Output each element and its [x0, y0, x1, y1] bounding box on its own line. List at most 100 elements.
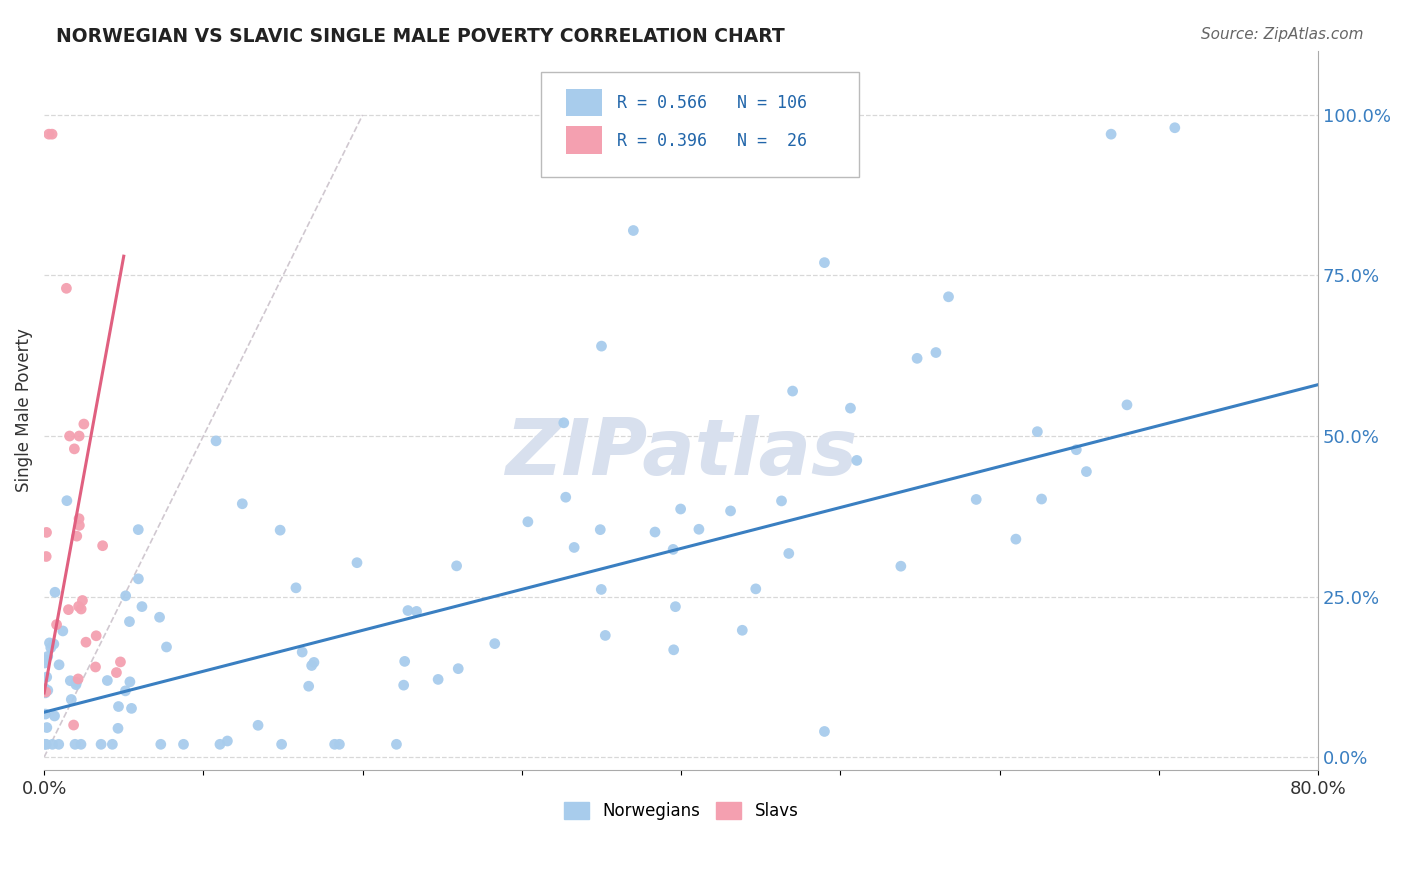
- Point: [269, 523, 291, 537]
- Point: [669, 502, 692, 516]
- Point: [38, 636, 60, 650]
- Point: [845, 453, 868, 467]
- Point: [595, 628, 617, 642]
- Point: [32, 681, 55, 695]
- Point: [63, 442, 86, 456]
- Point: [662, 542, 685, 557]
- Legend: Norwegians, Slavs: Norwegians, Slavs: [557, 795, 806, 826]
- Point: [298, 679, 321, 693]
- Point: [62, 718, 84, 732]
- Point: [37, 683, 59, 698]
- Point: [1164, 120, 1187, 135]
- Point: [405, 604, 427, 618]
- Text: R = 0.396   N =  26: R = 0.396 N = 26: [617, 132, 807, 150]
- FancyBboxPatch shape: [567, 89, 602, 116]
- Text: NORWEGIAN VS SLAVIC SINGLE MALE POVERTY CORRELATION CHART: NORWEGIAN VS SLAVIC SINGLE MALE POVERTY …: [56, 27, 785, 45]
- Point: [1031, 491, 1053, 506]
- Point: [35, 737, 58, 751]
- Point: [270, 737, 292, 751]
- Point: [114, 589, 136, 603]
- Point: [720, 504, 742, 518]
- Point: [96, 673, 118, 688]
- Point: [231, 497, 253, 511]
- Point: [107, 699, 129, 714]
- Point: [731, 624, 754, 638]
- Point: [392, 678, 415, 692]
- Point: [67, 518, 90, 533]
- Point: [890, 559, 912, 574]
- Point: [48, 737, 70, 751]
- Point: [149, 737, 172, 751]
- Text: Source: ZipAtlas.com: Source: ZipAtlas.com: [1201, 27, 1364, 42]
- Point: [285, 581, 308, 595]
- Point: [67, 429, 90, 443]
- Point: [48, 657, 70, 672]
- Point: [65, 675, 87, 690]
- Point: [813, 255, 835, 269]
- Point: [70, 737, 93, 751]
- Point: [554, 490, 576, 504]
- Point: [67, 599, 90, 614]
- Point: [121, 701, 143, 715]
- Point: [301, 658, 323, 673]
- Point: [385, 737, 408, 751]
- Point: [35, 721, 58, 735]
- Point: [35, 685, 58, 699]
- Point: [148, 610, 170, 624]
- Point: [34, 653, 56, 667]
- Point: [65, 678, 87, 692]
- Point: [107, 722, 129, 736]
- Point: [72, 593, 94, 607]
- Text: ZIPatlas: ZIPatlas: [505, 416, 858, 491]
- Point: [516, 515, 538, 529]
- Point: [44, 709, 66, 723]
- Point: [45, 617, 67, 632]
- Point: [553, 416, 575, 430]
- Point: [105, 665, 128, 680]
- Text: R = 0.566   N = 106: R = 0.566 N = 106: [617, 95, 807, 112]
- Point: [782, 384, 804, 398]
- Point: [114, 684, 136, 698]
- Point: [34, 686, 56, 700]
- Point: [905, 351, 928, 366]
- Point: [662, 642, 685, 657]
- Point: [55, 281, 77, 295]
- Point: [1066, 442, 1088, 457]
- Point: [839, 401, 862, 416]
- Point: [427, 673, 450, 687]
- Point: [67, 672, 90, 686]
- Point: [41, 127, 63, 141]
- Point: [75, 635, 97, 649]
- Point: [110, 655, 132, 669]
- Point: [127, 523, 149, 537]
- Point: [34, 656, 56, 670]
- Point: [1099, 127, 1122, 141]
- Point: [127, 572, 149, 586]
- Y-axis label: Single Male Poverty: Single Male Poverty: [15, 328, 32, 492]
- Point: [302, 656, 325, 670]
- Point: [589, 523, 612, 537]
- Point: [35, 525, 58, 540]
- Point: [58, 602, 80, 616]
- Point: [35, 670, 58, 684]
- Point: [58, 429, 80, 443]
- Point: [925, 345, 948, 359]
- Point: [205, 434, 228, 448]
- Point: [346, 556, 368, 570]
- Point: [39, 640, 62, 655]
- Point: [155, 640, 177, 654]
- Point: [328, 737, 350, 751]
- Point: [323, 737, 346, 751]
- Point: [688, 522, 710, 536]
- Point: [34, 707, 56, 722]
- Point: [1026, 425, 1049, 439]
- Point: [173, 737, 195, 751]
- Point: [56, 493, 79, 508]
- Point: [291, 645, 314, 659]
- Point: [118, 615, 141, 629]
- Point: [1005, 532, 1028, 546]
- Point: [131, 599, 153, 614]
- Point: [447, 662, 470, 676]
- Point: [938, 290, 960, 304]
- Point: [73, 417, 96, 431]
